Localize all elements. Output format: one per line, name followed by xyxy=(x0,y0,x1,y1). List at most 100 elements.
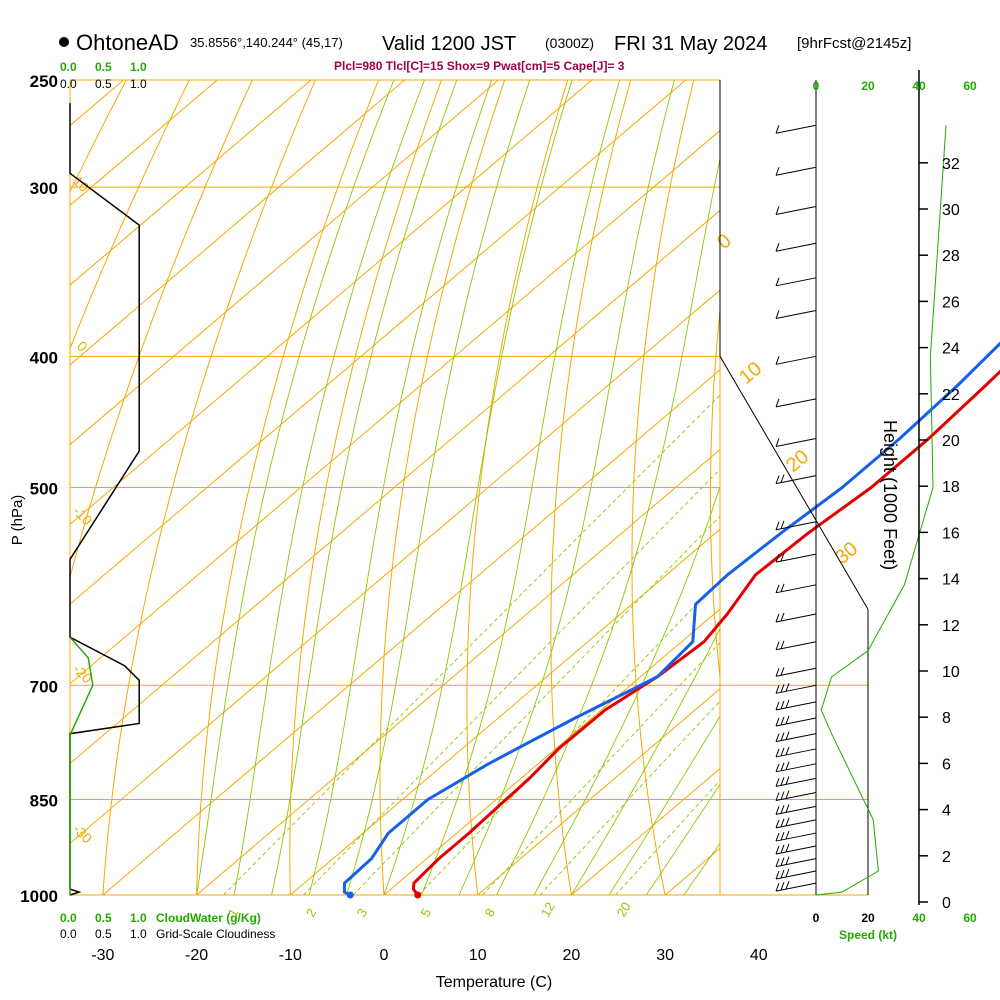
cloud-top-black-label: 1.0 xyxy=(130,77,147,91)
isotherm-line xyxy=(70,80,593,525)
wind-barb xyxy=(775,804,817,815)
wind-barb-feather xyxy=(775,356,780,365)
theta-label: 0 xyxy=(713,230,736,254)
wind-barb-feather xyxy=(780,552,785,562)
wind-barb-staff xyxy=(775,870,817,880)
isotherm-line xyxy=(70,80,312,286)
wind-barb-feather xyxy=(775,832,780,842)
forecast-info: [9hrFcst@2145z] xyxy=(797,35,911,52)
pressure-label: 1000 xyxy=(20,887,58,906)
valid-date: FRI 31 May 2024 xyxy=(614,33,767,55)
speed-top-label: 60 xyxy=(963,79,977,93)
wind-barb-staff xyxy=(775,748,817,758)
wind-barb-feather xyxy=(775,870,780,880)
temperature-tick-label: 0 xyxy=(380,947,389,964)
speed-bottom-label: 0 xyxy=(813,911,820,925)
wind-barb-feather xyxy=(780,732,785,741)
cloudiness-bottom-label: 0.0 xyxy=(60,927,77,941)
speed-top-label: 40 xyxy=(912,79,926,93)
height-tick-label: 6 xyxy=(942,756,951,773)
wind-barb-feather xyxy=(775,882,780,892)
cloudwater-bottom-label: 0.0 xyxy=(60,911,77,925)
wind-barb-feather xyxy=(775,733,780,742)
isotherm-line xyxy=(102,369,720,895)
height-tick-label: 0 xyxy=(942,895,951,912)
temperature-profile-surface-dot xyxy=(414,891,422,899)
wind-barb-staff xyxy=(775,437,817,447)
wind-barb-feather xyxy=(780,612,785,622)
wind-barb xyxy=(775,205,817,215)
wind-barb-feather xyxy=(780,716,785,726)
wind-barb-feather xyxy=(775,277,780,286)
isotherm-line xyxy=(289,528,720,895)
moist-adiabat-line xyxy=(308,80,493,895)
wind-barb-staff xyxy=(775,777,817,787)
moist-adiabat-line xyxy=(571,627,720,895)
wind-barb-feather xyxy=(775,398,780,408)
wind-barb-staff xyxy=(775,309,817,319)
wind-barb-feather xyxy=(780,474,785,483)
cloudwater-bottom-label: 0.5 xyxy=(95,911,112,925)
wind-barb-feather xyxy=(775,763,780,772)
wind-barb-feather xyxy=(775,613,780,623)
isotherm-line xyxy=(70,80,687,605)
wind-barb xyxy=(775,552,817,563)
wind-barb-feather xyxy=(775,668,780,677)
wind-barb xyxy=(775,640,817,651)
dry-adiabat-line xyxy=(709,305,720,682)
dry-adiabat-line xyxy=(631,80,695,895)
theta-label: 10 xyxy=(735,358,766,389)
height-tick-label: 14 xyxy=(942,572,960,589)
wind-barb-feather xyxy=(775,438,780,447)
wind-barb-staff xyxy=(775,733,817,743)
height-axis-title: Height (1000 Feet) xyxy=(880,420,900,570)
cloud-top-black-label: 0.5 xyxy=(95,77,112,91)
wind-barb-feather xyxy=(785,731,790,740)
wind-barb xyxy=(775,715,817,727)
mixing-ratio-line xyxy=(539,700,720,895)
mixing-ratio-label: 5 xyxy=(418,906,435,920)
temperature-tick-label: 20 xyxy=(563,947,581,964)
wind-barb-feather xyxy=(775,792,780,801)
dry-adiabat-label: 0 xyxy=(74,338,91,355)
moist-adiabat-line xyxy=(496,157,720,895)
wind-barb-feather xyxy=(780,762,785,771)
wind-barb xyxy=(775,398,817,408)
wind-barb-feather xyxy=(775,167,780,176)
cloudwater-bottom-label: 1.0 xyxy=(130,911,147,925)
cloudiness-title: Grid-Scale Cloudiness xyxy=(156,927,275,941)
wind-barb-feather xyxy=(775,243,780,252)
isotherm-line xyxy=(759,80,1000,895)
wind-barb-feather xyxy=(780,831,785,841)
mixing-ratio-label: 8 xyxy=(482,906,499,920)
wind-barb xyxy=(775,761,817,773)
speed-top-label: 0 xyxy=(813,79,820,93)
wind-barb-feather xyxy=(775,641,780,650)
hodo-slant-line xyxy=(719,356,869,610)
dewpoint-profile xyxy=(342,341,1000,897)
wind-barb-feather xyxy=(775,553,780,563)
cloudiness-bottom-label: 1.0 xyxy=(130,927,147,941)
wind-barb xyxy=(775,830,817,842)
wind-barb-feather xyxy=(775,475,780,484)
moist-adiabat-line xyxy=(196,80,395,895)
mixing-ratio-line xyxy=(482,642,720,895)
wind-barb xyxy=(775,166,817,176)
wind-barb-feather xyxy=(775,748,780,758)
temperature-tick-label: -10 xyxy=(279,947,302,964)
isotherm-line xyxy=(196,448,720,895)
height-tick-label: 22 xyxy=(942,387,960,404)
height-tick-label: 8 xyxy=(942,710,951,727)
wind-barb-staff xyxy=(775,205,817,215)
wind-barb-feather xyxy=(780,583,785,592)
wind-barb-feather xyxy=(785,843,790,853)
cloud-top-black-label: 0.0 xyxy=(60,77,77,91)
wind-barb-feather xyxy=(780,777,785,786)
wind-barb-feather xyxy=(785,683,790,692)
wind-barb-feather xyxy=(780,520,785,529)
wind-barb-feather xyxy=(780,881,785,891)
wind-barb-feather xyxy=(775,858,780,867)
wind-barb-feather xyxy=(785,830,790,840)
